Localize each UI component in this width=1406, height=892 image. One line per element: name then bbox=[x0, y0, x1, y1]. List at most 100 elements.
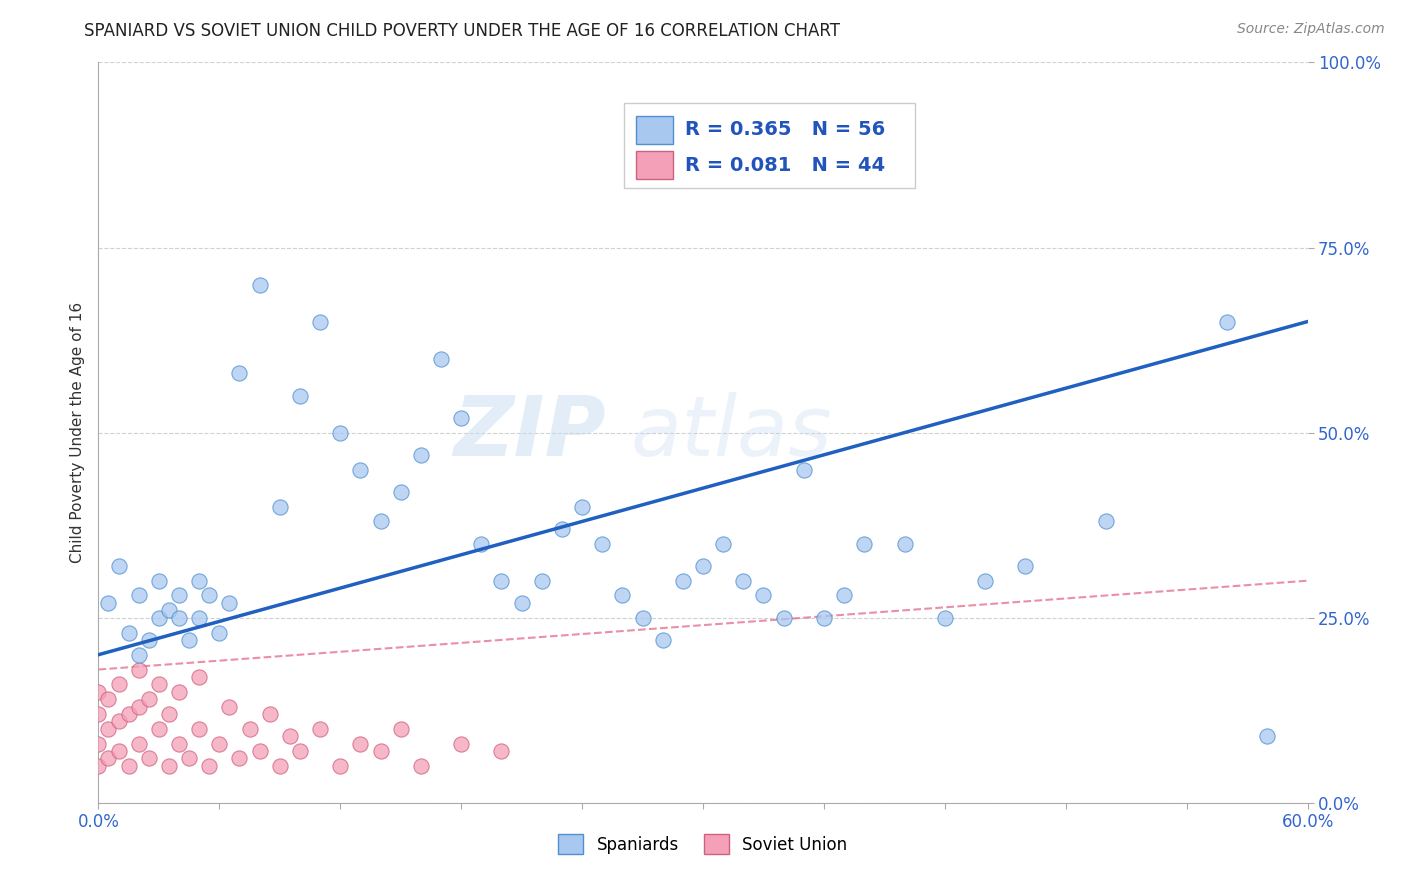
Point bbox=[138, 751, 160, 765]
Point bbox=[1256, 729, 1278, 743]
Text: Source: ZipAtlas.com: Source: ZipAtlas.com bbox=[1237, 22, 1385, 37]
Point bbox=[188, 722, 211, 736]
Point bbox=[148, 677, 170, 691]
Point bbox=[470, 536, 492, 550]
Point bbox=[118, 625, 141, 640]
Point bbox=[772, 610, 794, 624]
Point bbox=[107, 558, 129, 573]
Point bbox=[510, 596, 533, 610]
Point bbox=[249, 744, 271, 758]
Point bbox=[278, 729, 301, 743]
Point bbox=[711, 536, 734, 550]
Point bbox=[128, 663, 150, 677]
Point bbox=[87, 758, 110, 772]
Point bbox=[813, 610, 835, 624]
Point bbox=[450, 410, 472, 425]
Point bbox=[167, 685, 190, 699]
Point bbox=[288, 388, 311, 402]
Point bbox=[87, 685, 110, 699]
Point bbox=[1216, 314, 1239, 328]
Point bbox=[198, 758, 221, 772]
Point bbox=[138, 632, 160, 647]
Point bbox=[389, 484, 412, 499]
Point bbox=[450, 737, 472, 751]
Point bbox=[128, 737, 150, 751]
Point bbox=[491, 574, 513, 588]
Point bbox=[228, 751, 250, 765]
Point bbox=[218, 699, 240, 714]
Point bbox=[87, 706, 110, 721]
Point bbox=[370, 744, 392, 758]
Point bbox=[128, 648, 150, 662]
Point bbox=[208, 625, 231, 640]
Point bbox=[128, 589, 150, 603]
Point bbox=[97, 692, 120, 706]
Point bbox=[491, 744, 513, 758]
Point bbox=[409, 448, 432, 462]
Point bbox=[1014, 558, 1036, 573]
Point bbox=[832, 589, 855, 603]
Point bbox=[269, 758, 291, 772]
Point bbox=[198, 589, 221, 603]
Point bbox=[179, 632, 201, 647]
Point bbox=[974, 574, 997, 588]
Point bbox=[228, 367, 250, 381]
Point bbox=[692, 558, 714, 573]
Text: SPANIARD VS SOVIET UNION CHILD POVERTY UNDER THE AGE OF 16 CORRELATION CHART: SPANIARD VS SOVIET UNION CHILD POVERTY U… bbox=[84, 22, 841, 40]
Point bbox=[329, 758, 352, 772]
Point bbox=[157, 603, 180, 617]
Point bbox=[651, 632, 673, 647]
Point bbox=[1095, 515, 1118, 529]
Point bbox=[793, 462, 815, 476]
Point bbox=[148, 610, 170, 624]
Text: atlas: atlas bbox=[630, 392, 832, 473]
Point bbox=[309, 314, 332, 328]
Point bbox=[97, 722, 120, 736]
Point bbox=[329, 425, 352, 440]
Point bbox=[107, 744, 129, 758]
Point bbox=[148, 722, 170, 736]
Point bbox=[612, 589, 634, 603]
FancyBboxPatch shape bbox=[637, 116, 672, 144]
Point bbox=[551, 522, 574, 536]
Point bbox=[631, 610, 654, 624]
Point bbox=[157, 706, 180, 721]
Point bbox=[157, 758, 180, 772]
Text: ZIP: ZIP bbox=[454, 392, 606, 473]
Point bbox=[138, 692, 160, 706]
Point bbox=[934, 610, 956, 624]
Point bbox=[733, 574, 755, 588]
FancyBboxPatch shape bbox=[624, 103, 915, 188]
Point bbox=[853, 536, 876, 550]
Point bbox=[259, 706, 281, 721]
Point bbox=[672, 574, 695, 588]
Point bbox=[87, 737, 110, 751]
Point bbox=[218, 596, 240, 610]
Point bbox=[893, 536, 915, 550]
Point bbox=[571, 500, 593, 514]
Point bbox=[430, 351, 453, 366]
Point bbox=[370, 515, 392, 529]
Point bbox=[188, 610, 211, 624]
Point bbox=[591, 536, 613, 550]
Point bbox=[269, 500, 291, 514]
Point bbox=[530, 574, 553, 588]
FancyBboxPatch shape bbox=[637, 152, 672, 179]
Point bbox=[309, 722, 332, 736]
Point bbox=[349, 737, 371, 751]
Point bbox=[188, 574, 211, 588]
Point bbox=[389, 722, 412, 736]
Point bbox=[148, 574, 170, 588]
Point bbox=[118, 758, 141, 772]
Point bbox=[128, 699, 150, 714]
Point bbox=[239, 722, 262, 736]
Point bbox=[107, 714, 129, 729]
Point bbox=[409, 758, 432, 772]
Point bbox=[167, 737, 190, 751]
Text: R = 0.365   N = 56: R = 0.365 N = 56 bbox=[685, 120, 886, 139]
Point bbox=[288, 744, 311, 758]
Point bbox=[752, 589, 775, 603]
Point bbox=[188, 670, 211, 684]
Point bbox=[249, 277, 271, 292]
Point bbox=[97, 751, 120, 765]
